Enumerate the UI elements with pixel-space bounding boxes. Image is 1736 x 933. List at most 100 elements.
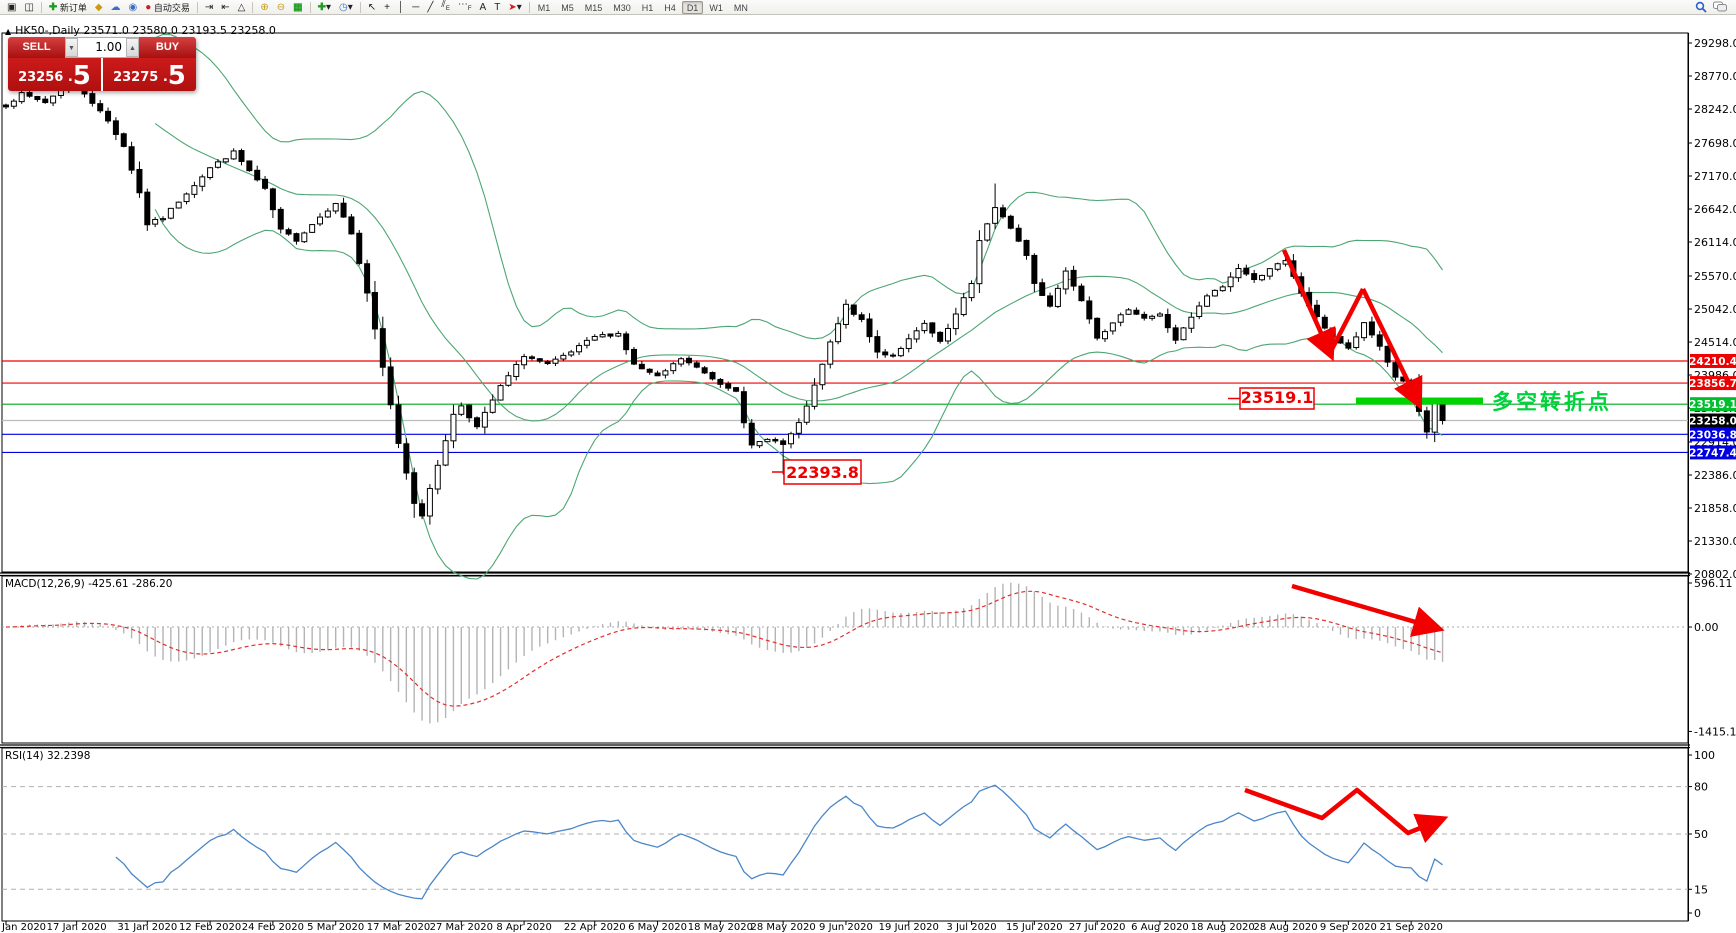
- profiles-button[interactable]: ◫: [20, 1, 37, 14]
- date-label: 15 Jul 2020: [1006, 922, 1063, 933]
- sell-button[interactable]: SELL: [8, 37, 65, 58]
- timeframe-mn[interactable]: MN: [733, 2, 748, 13]
- candle-body: [1164, 313, 1171, 329]
- timeframe-m5[interactable]: M5: [561, 2, 574, 13]
- candle-body: [293, 233, 300, 242]
- channel-tool[interactable]: ⫽E: [437, 0, 453, 14]
- arrows-tool[interactable]: ➤ ▾: [504, 1, 525, 14]
- price-trend-arrow-2[interactable]: [1328, 287, 1365, 355]
- level-price-box-label: 23258.0: [1689, 416, 1736, 428]
- candle-body: [26, 91, 33, 97]
- crosshair-tool[interactable]: +: [380, 1, 394, 14]
- candle-body: [952, 313, 959, 330]
- candle-body: [136, 168, 143, 194]
- candle-body: [262, 178, 269, 189]
- candle-body: [866, 318, 873, 338]
- price-annotation-2[interactable]: [783, 459, 862, 485]
- trendline-tool[interactable]: ╱: [423, 1, 437, 14]
- horizontal-line-tool[interactable]: ─: [408, 1, 423, 14]
- price-tick-label: 22386.0: [1694, 469, 1736, 482]
- candle-body: [207, 167, 214, 178]
- auto-scroll-button[interactable]: ⇤: [217, 1, 233, 14]
- candle-body: [1015, 227, 1022, 242]
- indicators-plus-icon: ✚: [317, 1, 326, 13]
- macd-trend-arrow[interactable]: [1291, 583, 1445, 637]
- rsi-label: RSI(14) 32.2398: [5, 750, 90, 762]
- volume-input[interactable]: [78, 38, 126, 57]
- candle-body: [1149, 315, 1156, 319]
- candle-body: [238, 150, 245, 162]
- candle-body: [199, 176, 206, 187]
- auto-trading-label: 自动交易: [153, 2, 190, 13]
- candle-body: [160, 218, 166, 221]
- gold-icon: ◆: [94, 1, 103, 13]
- timeframe-h1[interactable]: H1: [641, 2, 654, 13]
- candle-body: [1329, 327, 1336, 338]
- new-chart-button[interactable]: ▣: [3, 1, 20, 14]
- volume-increase-button[interactable]: ▲: [126, 38, 139, 57]
- candle-body: [937, 331, 944, 342]
- new-order-button[interactable]: ✚ 新订单: [45, 1, 91, 14]
- price-trend-arrow-3[interactable]: [1360, 288, 1423, 411]
- date-label: 8 Apr 2020: [496, 922, 551, 933]
- candle-body: [513, 363, 520, 377]
- text-label-tool[interactable]: T: [490, 1, 504, 14]
- price-trend-arrow-1[interactable]: [1281, 249, 1336, 362]
- zoom-out-icon: ⊖: [276, 1, 286, 13]
- candle-body: [371, 291, 378, 330]
- candle-body: [50, 95, 57, 104]
- candle-body: [1172, 327, 1179, 341]
- fibonacci-tool[interactable]: ⋯F: [454, 0, 476, 14]
- price-tick-label: 25570.0: [1694, 270, 1736, 283]
- buy-button[interactable]: BUY: [139, 37, 196, 58]
- cloud-button[interactable]: ☁: [107, 1, 125, 14]
- timeframe-m1[interactable]: M1: [537, 2, 551, 13]
- text-tool[interactable]: A: [476, 1, 491, 14]
- macd-label: MACD(12,26,9) -425.61 -286.20: [5, 578, 172, 590]
- panel-collapse-icon[interactable]: ▲: [5, 27, 12, 36]
- price-tick-label: 21858.0: [1694, 502, 1736, 515]
- periods-button[interactable]: ◷ ▾: [335, 1, 357, 14]
- candle-body: [913, 330, 920, 340]
- bar-chart-button[interactable]: △: [234, 1, 250, 14]
- search-icon[interactable]: [1695, 1, 1707, 13]
- price-chart[interactable]: 29298.0 28770.0 28242.0 27698.0 27170.0 26642…: [0, 15, 1736, 933]
- bar-chart-icon: △: [237, 1, 246, 13]
- candle-body: [544, 361, 551, 365]
- market-watch-button[interactable]: ◆: [91, 1, 107, 14]
- price-annotation-1[interactable]: [1239, 387, 1315, 410]
- candle-body: [709, 372, 716, 380]
- indicators-button[interactable]: ✚ ▾: [314, 1, 335, 14]
- chart-shift-button[interactable]: ⇥: [201, 1, 217, 14]
- zoom-out-button[interactable]: ⊖: [273, 1, 289, 14]
- timeframe-d1[interactable]: D1: [681, 0, 704, 14]
- fibonacci-icon: ⋯F: [457, 0, 472, 12]
- buy-price[interactable]: 23275 .5: [103, 58, 196, 91]
- timeframe-m15[interactable]: M15: [584, 2, 603, 13]
- chat-icon[interactable]: [1713, 1, 1727, 13]
- candle-body: [466, 404, 473, 419]
- signals-button[interactable]: ◉: [125, 1, 142, 14]
- candle-body: [890, 354, 897, 357]
- turning-point-text[interactable]: 多空转折点: [1492, 390, 1612, 414]
- vertical-line-tool[interactable]: │: [394, 1, 408, 14]
- candles-series: [3, 78, 1446, 525]
- candle-body: [419, 503, 426, 517]
- date-axis[interactable]: Jan 2020 17 Jan 2020 31 Jan 2020 12 Feb 202…: [1, 921, 1443, 933]
- zoom-in-button[interactable]: ⊕: [256, 1, 272, 14]
- cursor-tool[interactable]: ↖: [364, 1, 380, 14]
- rsi-trend-arrow[interactable]: [1244, 787, 1449, 844]
- tile-windows-button[interactable]: ▦: [289, 1, 306, 14]
- volume-decrease-button[interactable]: ▼: [65, 38, 78, 57]
- auto-trading-button[interactable]: ● 自动交易: [141, 1, 194, 14]
- toolbar-separator: [528, 1, 530, 13]
- price-axis[interactable]: 29298.0 28770.0 28242.0 27698.0 27170.0 26642…: [1688, 33, 1736, 921]
- sell-price[interactable]: 23256 .5: [8, 58, 101, 91]
- timeframe-w1[interactable]: W1: [709, 2, 723, 13]
- candle-body: [803, 405, 810, 423]
- price-tick-label: 26642.0: [1694, 203, 1736, 216]
- candle-body: [1392, 362, 1399, 378]
- timeframe-h4[interactable]: H4: [664, 2, 676, 13]
- timeframe-m30[interactable]: M30: [613, 2, 631, 13]
- rsi-indicator: RSI(14) 32.2398: [2, 750, 1688, 900]
